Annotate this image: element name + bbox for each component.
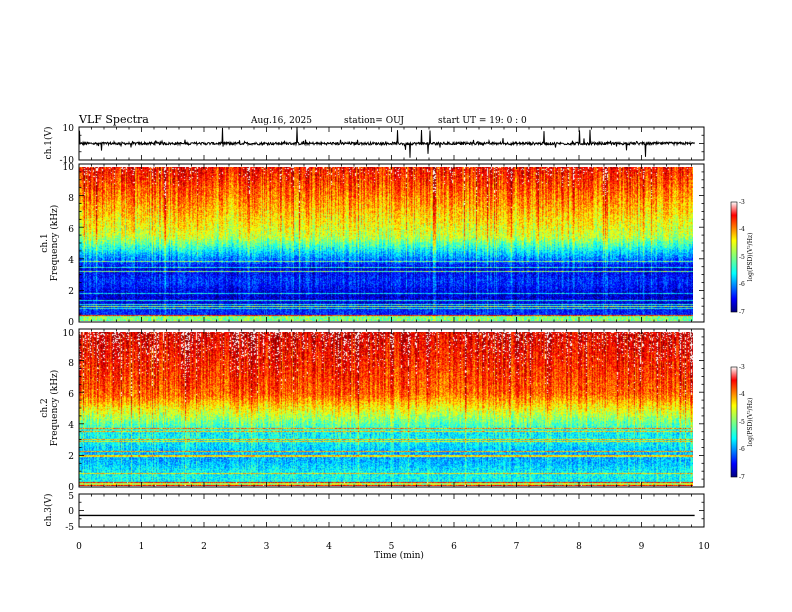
ch1-freq-tick-2: 2 — [68, 287, 74, 297]
time-tick-label: 2 — [201, 542, 207, 552]
ch1-colorbar-label: log(PSD)(V²/Hz) — [747, 233, 754, 282]
date-label: Aug.16, 2025 — [250, 116, 312, 126]
ch2-spectrogram-ytick-labels: 0 2 4 6 8 10 — [63, 329, 75, 493]
figure-title: VLF Spectra — [78, 113, 149, 126]
ch3-ticks — [78, 493, 705, 528]
ch1-colorbar-tick-m4: -4 — [739, 226, 745, 233]
ch2-colorbar-tick-m5: -5 — [739, 419, 745, 426]
ch1-spectrogram-ticks — [78, 163, 705, 323]
ch2-freq-tick-2: 2 — [68, 452, 74, 462]
ch3-ytick-mid: 0 — [68, 507, 74, 517]
ch1-colorbar-tick-m6: -6 — [739, 281, 745, 288]
ch2-spectrogram-panel: 0 2 4 6 8 10 ch.2 Frequency (kHz) -3 -4 … — [40, 328, 754, 493]
ch1-spectrogram-ytick-labels: 0 2 4 6 8 10 — [63, 163, 75, 328]
ch1-panel: 10 -10 ch.1(V) — [43, 124, 705, 166]
ch2-freq-tick-10: 10 — [63, 329, 75, 339]
ch2-colorbar-tick-m6: -6 — [739, 446, 745, 453]
ch1-colorbar-tick-m7: -7 — [739, 309, 745, 316]
ch1-spectrogram-image — [79, 167, 693, 321]
station-label: station= OUJ — [344, 116, 404, 126]
ch2-spectrogram-ylabel-freq: Frequency (kHz) — [49, 370, 60, 447]
ch1-freq-tick-10: 10 — [63, 163, 75, 173]
ch3-panel: 5 0 -5 ch.3(V) 0 1 2 3 4 5 6 7 8 9 10 Time (min) — [43, 492, 710, 561]
time-tick-label: 7 — [514, 542, 520, 552]
time-tick-label: 6 — [451, 542, 457, 552]
ch1-freq-tick-8: 8 — [68, 194, 74, 204]
ch1-ticks — [78, 126, 705, 161]
ch1-freq-tick-0: 0 — [68, 318, 74, 328]
start-time-label: start UT = 19: 0 : 0 — [438, 116, 527, 126]
ch2-spectrogram-image — [79, 332, 693, 486]
ch2-colorbar-label: log(PSD)(V²/Hz) — [747, 398, 754, 447]
time-tick-label: 5 — [389, 542, 395, 552]
time-tick-label: 4 — [326, 542, 332, 552]
time-tick-label: 8 — [576, 542, 582, 552]
ch2-freq-tick-6: 6 — [68, 390, 74, 400]
ch1-freq-tick-4: 4 — [68, 256, 74, 266]
ch3-ytick-top: 5 — [68, 492, 74, 502]
ch1-waveform-line — [78, 127, 695, 158]
ch2-freq-tick-8: 8 — [68, 359, 74, 369]
ch2-colorbar-tick-m4: -4 — [739, 391, 745, 398]
ch2-colorbar-tick-m7: -7 — [739, 474, 745, 481]
ch1-spectrogram-ylabel-freq: Frequency (kHz) — [49, 205, 60, 282]
ch2-colorbar-tick-m3: -3 — [739, 364, 745, 371]
ch2-colorbar — [730, 366, 738, 478]
time-tick-label: 0 — [76, 542, 82, 552]
time-tick-label: 1 — [139, 542, 145, 552]
ch1-ylabel: ch.1(V) — [43, 127, 54, 160]
ch1-spectrogram-panel: 0 2 4 6 8 10 ch.1 Frequency (kHz) -3 -4 … — [40, 163, 754, 328]
ch2-spectrogram-ylabel-channel: ch.2 — [40, 398, 50, 417]
ch1-freq-tick-6: 6 — [68, 225, 74, 235]
ch2-spectrogram-ticks — [78, 328, 705, 488]
ch1-ytick-top: 10 — [63, 124, 75, 134]
ch1-ytick-bottom: -10 — [60, 156, 75, 166]
ch3-ylabel: ch.3(V) — [43, 494, 54, 527]
time-tick-label: 9 — [639, 542, 645, 552]
time-tick-label: 3 — [264, 542, 270, 552]
time-axis-tick-labels: 0 1 2 3 4 5 6 7 8 9 10 — [76, 542, 710, 552]
ch3-ytick-bottom: -5 — [65, 523, 74, 533]
ch1-colorbar-tick-m3: -3 — [739, 199, 745, 206]
time-tick-label: 10 — [698, 542, 710, 552]
ch1-colorbar — [730, 201, 738, 313]
ch1-spectrogram-ylabel-channel: ch.1 — [40, 233, 50, 252]
time-axis-label: Time (min) — [374, 550, 424, 561]
ch1-colorbar-tick-m5: -5 — [739, 254, 745, 261]
ch2-freq-tick-0: 0 — [68, 483, 74, 493]
ch2-freq-tick-4: 4 — [68, 421, 74, 431]
